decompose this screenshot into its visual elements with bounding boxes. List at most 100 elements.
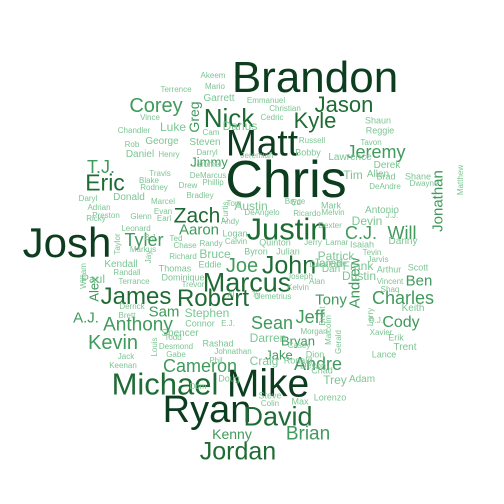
word-andre: Andre [293, 354, 343, 374]
word-charles: Charles [371, 288, 435, 308]
word-trent: Trent [393, 342, 417, 353]
word-jay: Jay [144, 250, 153, 264]
word-steve: Steve [258, 390, 282, 401]
word-danny: Danny [388, 236, 418, 247]
word-darryl: Darryl [196, 148, 218, 157]
word-jarvis: Jarvis [367, 255, 389, 264]
word-darius: Darius [222, 119, 258, 133]
word-jack: Jack [117, 352, 135, 361]
word-d-j: D.J. [368, 316, 384, 325]
word-tevin: Tevin [362, 248, 382, 257]
word-max: Max [291, 396, 309, 407]
word-jeremiah: Jeremiah [240, 151, 274, 160]
word-todd: Todd [164, 333, 182, 342]
word-phil: Phil [209, 356, 223, 365]
word-greg: Greg [186, 101, 202, 133]
word-joe: Joe [225, 255, 259, 277]
word-william: William [79, 263, 88, 289]
word-reggie: Reggie [365, 125, 395, 136]
word-henry: Henry [158, 150, 180, 159]
word-vincent: Vincent [376, 277, 404, 286]
word-corey: Corey [129, 95, 183, 117]
word-taylor: Taylor [113, 233, 122, 255]
word-cody: Cody [382, 314, 420, 331]
word-darren: Darren [249, 331, 287, 345]
word-brad: Brad [376, 171, 396, 182]
word-sean: Sean [250, 313, 294, 333]
word-antonio: Antonio [365, 205, 399, 216]
word-kelvin: Kelvin [287, 283, 309, 292]
word-shaq: Shaq [380, 285, 400, 294]
word-richard: Richard [169, 252, 197, 261]
word-deandre: DeAndre [369, 182, 401, 191]
word-bradley: Bradley [186, 191, 214, 200]
word-c-j: C.J. [344, 223, 378, 243]
word-drew: Drew [178, 181, 198, 190]
word-erik: Erik [388, 332, 404, 343]
word-jared: Jared [312, 256, 344, 270]
word-frank: Frank [342, 259, 374, 273]
word-demetrius: Demetrius [254, 292, 292, 301]
word-matthew: Matthew [456, 164, 465, 196]
word-logan: Logan [222, 228, 248, 239]
word-christian: Christian [269, 104, 301, 113]
word-dom: Dom [189, 382, 207, 391]
word-derrick: Derrick [119, 302, 145, 311]
word-t-j: T.J. [86, 157, 116, 177]
word-leonard: Leonard [121, 224, 151, 233]
word-evan: Evan [153, 207, 173, 216]
word-kenny: Kenny [212, 426, 252, 442]
word-marcel: Marcel [150, 197, 176, 206]
word-adam: Adam [348, 374, 376, 385]
word-dustin: Dustin [341, 269, 377, 283]
word-ed: Ed [291, 198, 301, 207]
word-lorenzo: Lorenzo [313, 392, 347, 403]
word-spencer: Spencer [161, 328, 199, 339]
word-trey: Trey [323, 373, 347, 387]
word-daryl: Daryl [78, 194, 98, 203]
word-luke: Luke [159, 120, 187, 134]
word-shaun: Shaun [364, 115, 392, 126]
word-cedric: Cedric [260, 113, 284, 122]
word-david: David [243, 401, 313, 432]
word-tony: Tony [315, 291, 347, 309]
word-terrence: Terrence [160, 85, 192, 94]
word-daniel: Daniel [125, 149, 155, 160]
word-lance: Lance [371, 349, 397, 360]
word-blake: Blake [138, 176, 160, 185]
word-steven: Steven [189, 137, 221, 148]
word-robert: Robert [176, 285, 250, 312]
word-dan: Dan [321, 264, 341, 275]
word-brent: Brent [318, 306, 327, 326]
word-shane: Shane [404, 171, 432, 182]
word-calvin: Calvin [224, 237, 248, 246]
word-scott: Scott [407, 262, 429, 273]
word-vince: Vince [140, 113, 160, 122]
word-ronald: Ronald [283, 355, 313, 366]
word-ty: Ty [251, 290, 261, 299]
word-colin: Colin [260, 399, 280, 408]
word-russell: Russell [298, 136, 326, 145]
word-devin: Devin [351, 214, 383, 228]
word-brett: Brett [118, 311, 136, 320]
word-ben: Ben [405, 272, 433, 290]
word-byron: Byron [244, 246, 268, 257]
word-zach: Zach [173, 204, 221, 228]
word-lamar: Lamar [325, 238, 349, 247]
word-allen: Allen [366, 169, 390, 180]
word-george: George [145, 136, 179, 147]
word-kendall: Kendall [104, 259, 138, 270]
word-cam: Cam [202, 128, 220, 137]
word-bruce: Bruce [199, 247, 231, 261]
word-gerald: Gerald [334, 329, 343, 355]
word-paul: Paul [80, 272, 106, 286]
word-randy: Randy [199, 239, 223, 248]
word-chad: Chad [311, 365, 333, 376]
word-tom: Tom [226, 199, 242, 208]
word-mario: Mario [204, 82, 226, 91]
word-nick: Nick [203, 103, 255, 133]
word-keith: Keith [401, 303, 425, 314]
word-deangelo: DeAngelo [244, 208, 280, 217]
word-chandler: Chandler [117, 126, 151, 135]
